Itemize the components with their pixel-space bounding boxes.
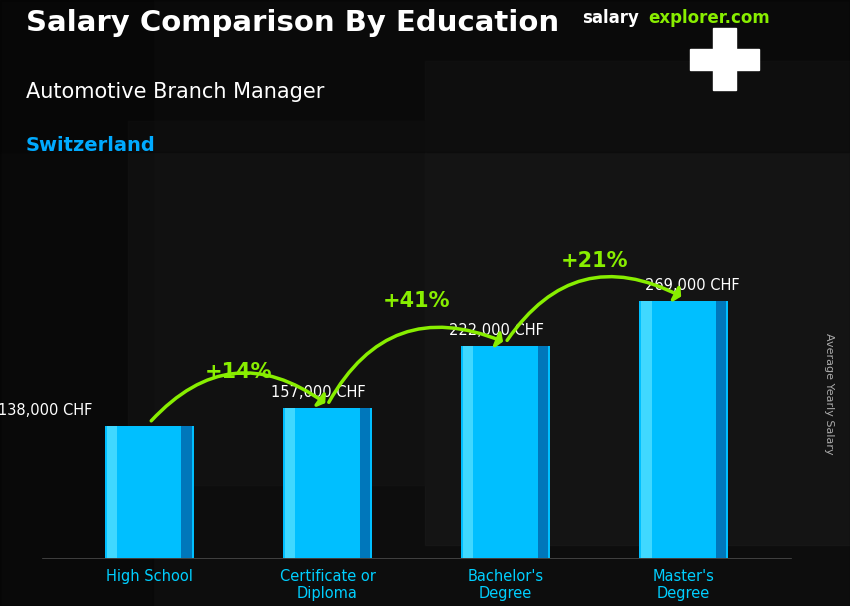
Text: Switzerland: Switzerland bbox=[26, 136, 156, 155]
Bar bbox=[106, 426, 117, 558]
Bar bbox=[462, 345, 473, 558]
Bar bbox=[283, 408, 372, 558]
Bar bbox=[425, 61, 850, 545]
Text: 157,000 CHF: 157,000 CHF bbox=[271, 385, 366, 400]
Text: Salary Comparison By Education: Salary Comparison By Education bbox=[26, 9, 558, 37]
Bar bbox=[0, 0, 850, 152]
Text: Automotive Branch Manager: Automotive Branch Manager bbox=[26, 82, 324, 102]
Bar bbox=[537, 345, 548, 558]
Text: Average Yearly Salary: Average Yearly Salary bbox=[824, 333, 834, 454]
Bar bbox=[641, 301, 652, 558]
Text: +41%: +41% bbox=[382, 291, 450, 311]
Bar bbox=[713, 28, 736, 90]
Bar bbox=[105, 426, 194, 558]
Bar bbox=[181, 426, 192, 558]
Text: salary: salary bbox=[582, 9, 639, 27]
Bar bbox=[461, 345, 550, 558]
Text: 138,000 CHF: 138,000 CHF bbox=[0, 403, 93, 418]
Bar bbox=[128, 121, 552, 485]
Text: explorer.com: explorer.com bbox=[649, 9, 770, 27]
Text: +14%: +14% bbox=[205, 362, 272, 382]
Text: +21%: +21% bbox=[561, 250, 628, 270]
Text: 222,000 CHF: 222,000 CHF bbox=[449, 323, 544, 338]
Bar bbox=[0, 0, 153, 606]
Bar bbox=[716, 301, 727, 558]
Text: 269,000 CHF: 269,000 CHF bbox=[645, 278, 740, 293]
Bar bbox=[690, 48, 759, 70]
Bar bbox=[285, 408, 296, 558]
Bar bbox=[639, 301, 728, 558]
Bar bbox=[360, 408, 371, 558]
